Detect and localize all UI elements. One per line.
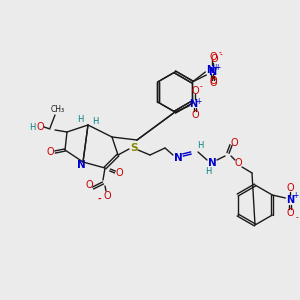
Text: N: N	[208, 67, 216, 77]
Text: H: H	[205, 167, 211, 176]
Text: O: O	[211, 54, 218, 64]
Text: O: O	[286, 208, 294, 218]
Text: O: O	[209, 78, 217, 88]
Text: N: N	[208, 158, 216, 168]
Text: H: H	[197, 140, 203, 149]
Text: O: O	[36, 122, 44, 132]
Text: H: H	[92, 118, 98, 127]
Text: N: N	[76, 160, 85, 170]
Text: O: O	[103, 191, 111, 201]
Text: O: O	[85, 180, 93, 190]
Text: N: N	[206, 65, 214, 75]
Text: +: +	[214, 64, 220, 73]
Text: -: -	[296, 214, 299, 223]
Text: N: N	[174, 153, 182, 163]
Text: O: O	[46, 147, 54, 157]
Text: O: O	[209, 52, 217, 62]
Text: O: O	[209, 76, 217, 86]
Text: H: H	[29, 122, 35, 131]
Text: +: +	[195, 97, 201, 106]
Text: O: O	[115, 168, 123, 178]
Text: O: O	[230, 138, 238, 148]
Text: +: +	[292, 191, 298, 200]
Text: S: S	[130, 143, 138, 153]
Text: O: O	[191, 110, 199, 120]
Text: N: N	[286, 195, 294, 205]
Text: O: O	[286, 183, 294, 193]
Text: +: +	[212, 62, 218, 71]
Text: O: O	[191, 86, 199, 96]
Text: -: -	[200, 82, 202, 91]
Text: N: N	[189, 99, 197, 109]
Text: H: H	[77, 115, 83, 124]
Text: -: -	[219, 49, 222, 58]
Text: -: -	[97, 194, 101, 203]
Text: CH₃: CH₃	[51, 106, 65, 115]
Text: O: O	[234, 158, 242, 168]
Text: -: -	[220, 50, 223, 59]
